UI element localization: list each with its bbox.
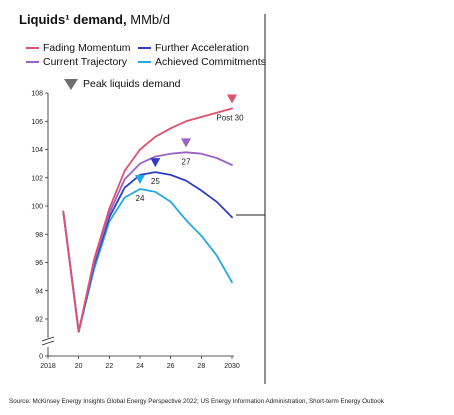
x-tick-label-2028: 28 — [197, 363, 205, 370]
peak-label-current-trajectory: 27 — [182, 157, 191, 166]
x-tick-label-2020: 20 — [75, 363, 83, 370]
legend-swatch-fading-momentum — [26, 46, 39, 50]
series-line-fading-momentum — [62, 107, 233, 333]
legend-item-achieved-commitments: Achieved Commitments — [138, 56, 266, 68]
peak-label-fading-momentum: Post 30 — [216, 114, 244, 123]
legend-item-fading-momentum: Fading Momentum — [26, 42, 131, 54]
y-tick-label-102: 102 — [31, 175, 43, 182]
y-tick-label-98: 98 — [35, 232, 43, 239]
y-tick-label-96: 96 — [35, 260, 43, 267]
peak-label-achieved-commitments: 24 — [136, 194, 145, 203]
legend-swatch-further-acceleration — [138, 46, 151, 50]
series-line-further-acceleration — [62, 171, 233, 333]
y-tick-label-106: 106 — [31, 119, 43, 126]
legend-swatch-current-trajectory — [26, 60, 39, 64]
chart-title-unit: MMb/d — [130, 12, 170, 27]
y-tick-label-0: 0 — [39, 354, 43, 361]
peak-marker-achieved-commitments — [135, 175, 145, 185]
peak-demand-note: Peak liquids demand — [64, 78, 180, 90]
axis-break-mark-1 — [41, 336, 55, 342]
y-tick-label-108: 108 — [31, 91, 43, 98]
chart-title: Liquids¹ demand, MMb/d — [19, 12, 170, 27]
legend-item-current-trajectory: Current Trajectory — [26, 56, 127, 68]
peak-marker-current-trajectory — [181, 138, 191, 148]
x-tick-label-2026: 26 — [167, 363, 175, 370]
legend-label-achieved-commitments: Achieved Commitments — [155, 56, 266, 68]
axis-break-mark-2 — [41, 340, 55, 346]
source-note: Source: McKinsey Energy Insights Global … — [9, 398, 384, 405]
peak-marker-further-acceleration — [150, 158, 161, 168]
legend-label-further-acceleration: Further Acceleration — [155, 42, 249, 54]
series-line-achieved-commitments — [62, 188, 233, 333]
y-tick-label-92: 92 — [35, 317, 43, 324]
y-tick-label-94: 94 — [35, 288, 43, 295]
x-tick-label-2030: 2030 — [224, 363, 240, 370]
legend-swatch-achieved-commitments — [138, 60, 151, 64]
peak-marker-icon — [64, 78, 78, 90]
legend-item-further-acceleration: Further Acceleration — [138, 42, 249, 54]
peak-label-further-acceleration: 25 — [151, 177, 160, 186]
peak-marker-fading-momentum — [227, 94, 237, 104]
peak-demand-label: Peak liquids demand — [83, 78, 181, 90]
x-tick-label-2022: 22 — [105, 363, 113, 370]
legend-label-current-trajectory: Current Trajectory — [43, 56, 128, 68]
x-tick-label-2018: 2018 — [40, 363, 56, 370]
chart-title-main: Liquids¹ demand, — [19, 12, 127, 27]
legend-label-fading-momentum: Fading Momentum — [43, 42, 131, 54]
x-tick-label-2024: 24 — [136, 363, 144, 370]
y-tick-label-100: 100 — [31, 204, 43, 211]
y-tick-label-104: 104 — [31, 147, 43, 154]
